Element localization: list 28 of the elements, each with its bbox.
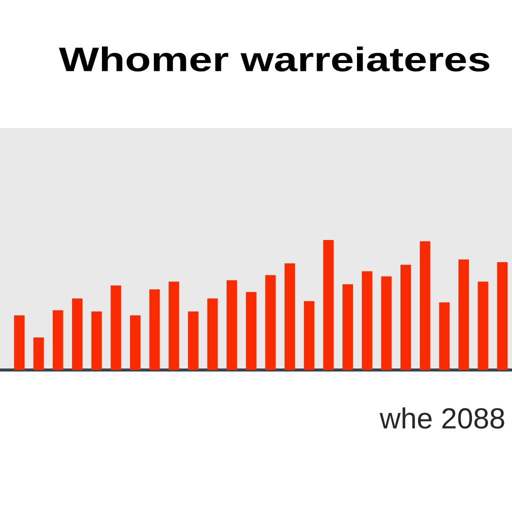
bar bbox=[188, 312, 198, 370]
text: whe 2088 bbox=[380, 407, 504, 429]
bar bbox=[362, 271, 372, 370]
bar bbox=[284, 263, 296, 370]
bar bbox=[226, 280, 238, 370]
bar bbox=[130, 315, 140, 370]
bar bbox=[246, 292, 256, 370]
chart-title: Whomer warreiateres bbox=[58, 46, 490, 72]
bar bbox=[400, 264, 411, 370]
bar bbox=[381, 276, 392, 370]
bar bbox=[342, 284, 354, 370]
bar bbox=[497, 262, 508, 370]
bar bbox=[439, 302, 450, 370]
bar bbox=[420, 241, 430, 370]
bar bbox=[52, 310, 64, 370]
bar bbox=[265, 275, 276, 370]
bar bbox=[304, 301, 314, 370]
bar bbox=[91, 312, 102, 370]
bar bbox=[478, 282, 488, 370]
bar bbox=[72, 298, 83, 370]
bar bbox=[33, 338, 44, 370]
bar bbox=[14, 315, 25, 370]
bar bbox=[110, 286, 122, 370]
bar bbox=[458, 260, 469, 370]
bar bbox=[149, 289, 160, 370]
bar bbox=[323, 240, 334, 370]
bar bbox=[207, 298, 218, 370]
bar bbox=[168, 282, 180, 370]
